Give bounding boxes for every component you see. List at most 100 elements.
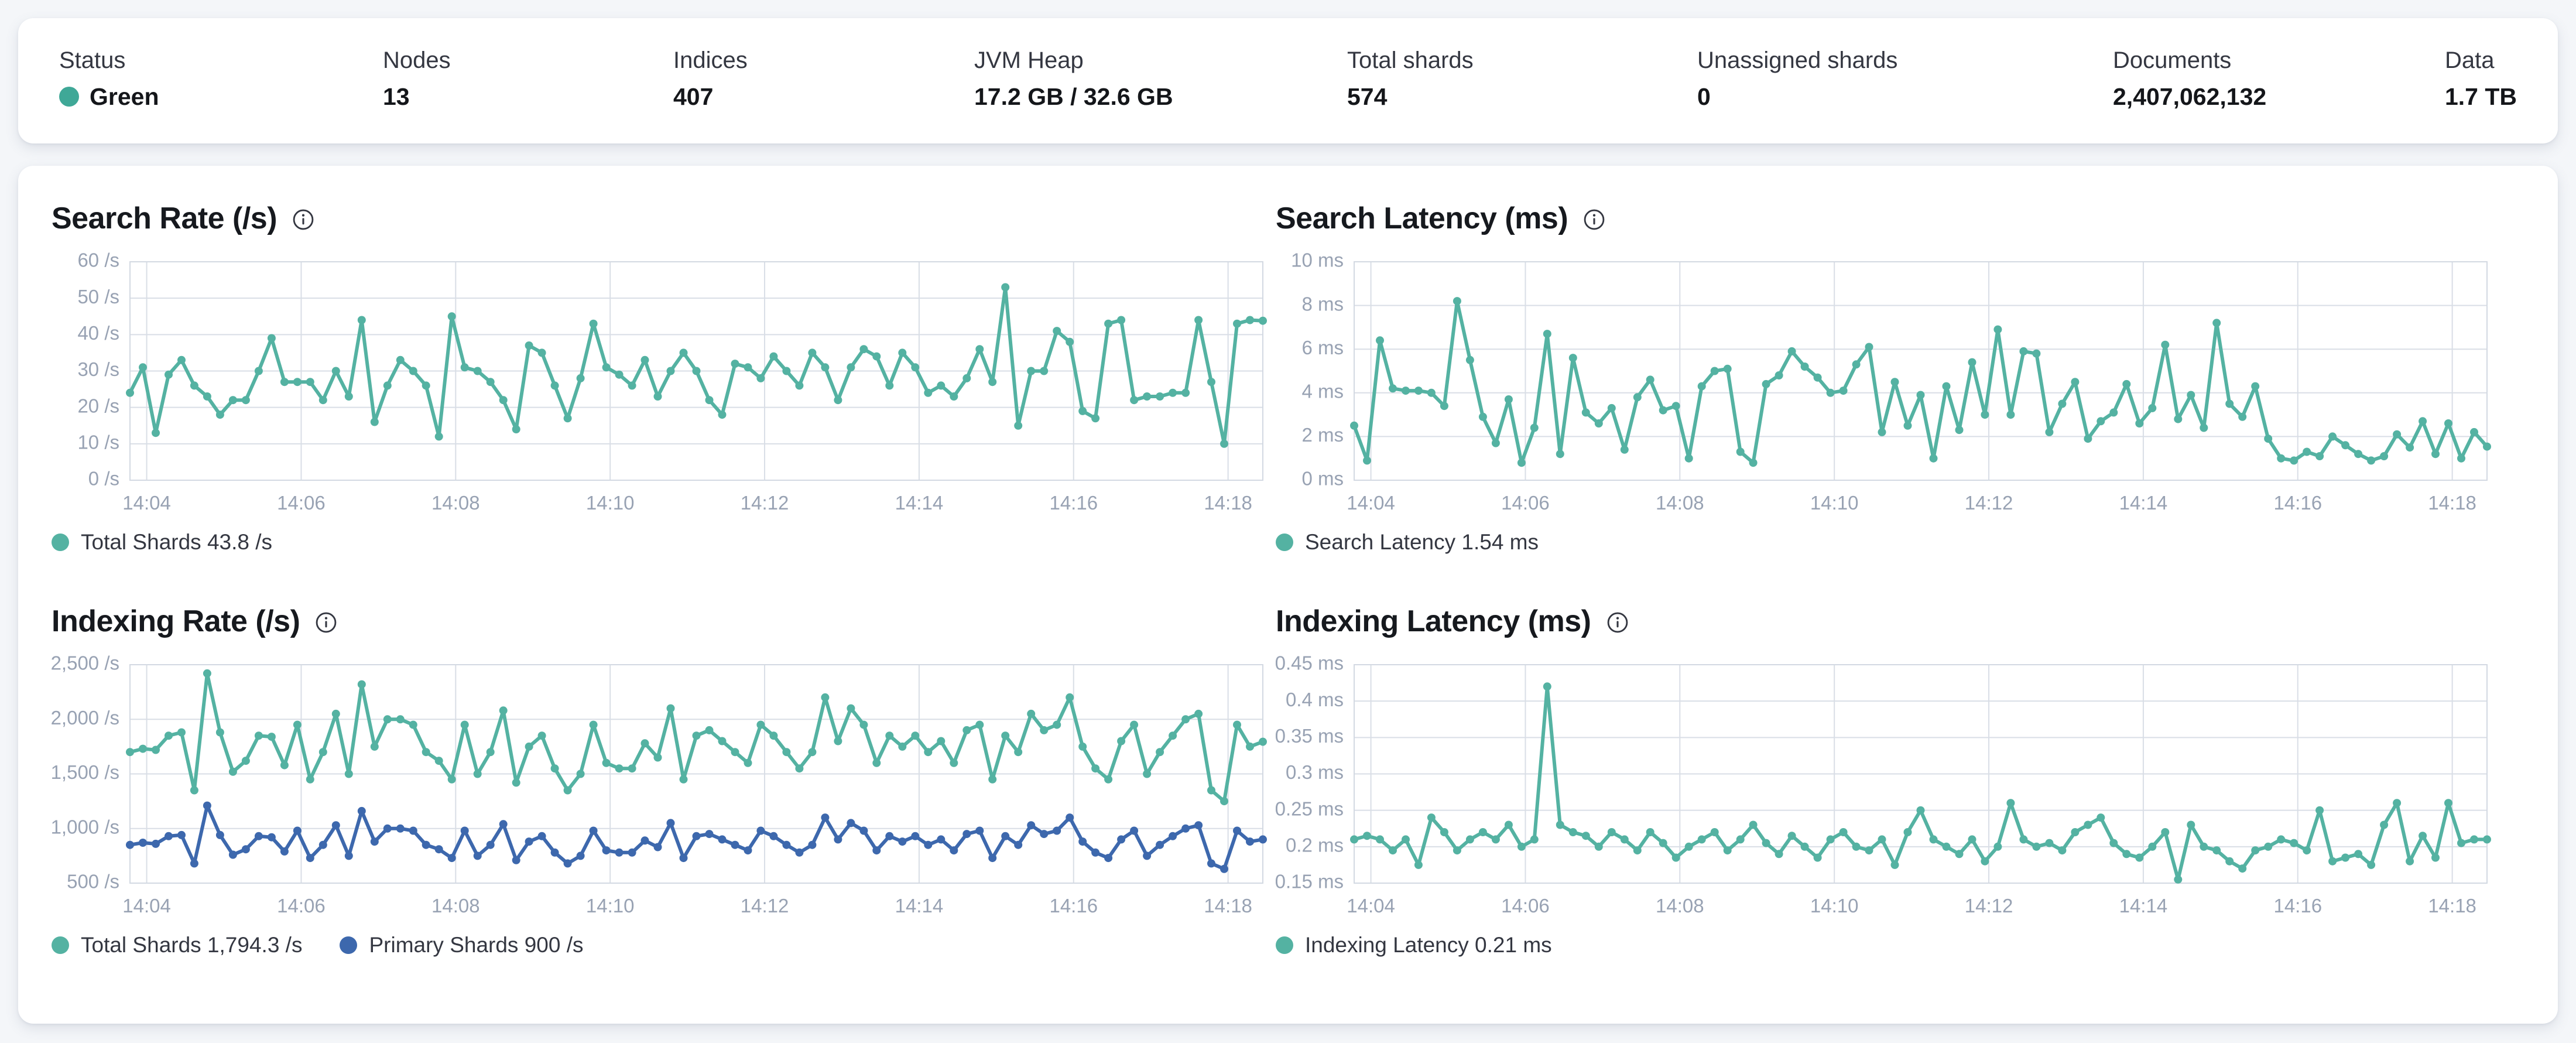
indexing-rate-chart-canvas[interactable]: 500 /s 1,000 /s 1,500 /s 2,000 /s 2,500 /s 14… — [52, 655, 1304, 927]
svg-text:14:10: 14:10 — [586, 895, 635, 917]
chart-indexing-latency: Indexing Latency (ms) 0.15 ms 0.2 ms 0.25 … — [1276, 603, 2529, 957]
stat-label: Status — [59, 47, 126, 73]
svg-text:0.35 ms: 0.35 ms — [1276, 725, 1344, 747]
stat-label: JVM Heap — [974, 47, 1084, 73]
chart-title: Search Rate (/s) — [52, 201, 278, 235]
chart-title-row: Indexing Latency (ms) — [1276, 603, 2529, 640]
stat-label: Nodes — [383, 47, 451, 73]
svg-text:14:14: 14:14 — [2119, 895, 2168, 917]
chart-title: Indexing Rate (/s) — [52, 604, 300, 638]
svg-text:0.45 ms: 0.45 ms — [1276, 655, 1344, 674]
svg-text:0 ms: 0 ms — [1301, 468, 1344, 490]
svg-text:0.25 ms: 0.25 ms — [1276, 798, 1344, 819]
legend-label: Search Latency 1.54 ms — [1305, 530, 1539, 554]
stat-value: 17.2 GB / 32.6 GB — [974, 83, 1173, 110]
svg-text:2,000 /s: 2,000 /s — [52, 707, 119, 729]
chart-search-rate: Search Rate (/s) 0 /s 10 /s 20 /s 30 /s 40 /… — [52, 200, 1304, 555]
svg-text:2,500 /s: 2,500 /s — [52, 655, 119, 674]
stat-value: 1.7 TB — [2444, 83, 2517, 110]
svg-text:14:16: 14:16 — [1049, 895, 1098, 917]
stat-label: Documents — [2113, 47, 2232, 73]
chart-search-latency: Search Latency (ms) 0 ms 2 ms 4 ms 6 ms 8 ms… — [1276, 200, 2529, 555]
svg-text:60 /s: 60 /s — [77, 252, 119, 271]
svg-text:14:14: 14:14 — [895, 895, 944, 917]
status-text: Green — [90, 83, 159, 110]
stat-value: 407 — [673, 83, 714, 110]
legend-label: Total Shards 43.8 /s — [81, 530, 273, 554]
svg-text:8 ms: 8 ms — [1301, 293, 1344, 314]
svg-text:10 /s: 10 /s — [77, 432, 119, 453]
svg-text:40 /s: 40 /s — [77, 322, 119, 344]
svg-text:14:12: 14:12 — [1965, 895, 2013, 917]
legend-dot — [52, 534, 69, 551]
search-latency-chart-canvas[interactable]: 0 ms 2 ms 4 ms 6 ms 8 ms 10 ms 14:04 14:06 14:08… — [1276, 252, 2529, 524]
svg-text:14:12: 14:12 — [1965, 492, 2013, 514]
legend-label: Primary Shards 900 /s — [369, 933, 584, 957]
svg-text:14:18: 14:18 — [2428, 895, 2476, 917]
svg-text:50 /s: 50 /s — [77, 286, 119, 307]
svg-text:14:06: 14:06 — [1501, 895, 1550, 917]
svg-text:0.2 ms: 0.2 ms — [1286, 835, 1344, 856]
info-icon[interactable] — [315, 611, 337, 634]
svg-text:4 ms: 4 ms — [1301, 381, 1344, 402]
chart-legend: Total Shards 43.8 /s — [52, 530, 1304, 555]
stat-value: Green — [59, 83, 159, 111]
info-icon[interactable] — [292, 208, 314, 231]
svg-text:0.15 ms: 0.15 ms — [1276, 871, 1344, 892]
svg-text:14:10: 14:10 — [586, 492, 635, 514]
cluster-overview-card: Status Green Nodes 13 Indices 407 JVM He… — [18, 18, 2558, 143]
svg-text:14:04: 14:04 — [122, 492, 171, 514]
chart-title: Search Latency (ms) — [1276, 201, 1568, 235]
svg-text:14:08: 14:08 — [1656, 492, 1704, 514]
legend-label: Indexing Latency 0.21 ms — [1305, 933, 1552, 957]
svg-text:14:08: 14:08 — [431, 895, 480, 917]
svg-text:14:06: 14:06 — [1501, 492, 1550, 514]
svg-text:0.3 ms: 0.3 ms — [1286, 761, 1344, 783]
svg-text:14:08: 14:08 — [1656, 895, 1704, 917]
legend-item: Primary Shards 900 /s — [340, 933, 584, 957]
svg-text:14:18: 14:18 — [2428, 492, 2476, 514]
search-rate-chart-canvas[interactable]: 0 /s 10 /s 20 /s 30 /s 40 /s 50 /s 60 /s 14:04 1… — [52, 252, 1304, 524]
legend-item: Indexing Latency 0.21 ms — [1276, 933, 1552, 957]
svg-text:14:12: 14:12 — [741, 492, 789, 514]
indexing-latency-chart-canvas[interactable]: 0.15 ms 0.2 ms 0.25 ms 0.3 ms 0.35 ms 0.4 ms 0… — [1276, 655, 2529, 927]
legend-item: Search Latency 1.54 ms — [1276, 530, 1539, 555]
stat-value: 0 — [1697, 83, 1711, 110]
svg-text:14:04: 14:04 — [122, 895, 171, 917]
stat-label: Indices — [673, 47, 748, 73]
svg-text:14:16: 14:16 — [2273, 492, 2322, 514]
svg-text:14:06: 14:06 — [277, 492, 326, 514]
svg-text:14:06: 14:06 — [277, 895, 326, 917]
svg-text:14:04: 14:04 — [1347, 895, 1395, 917]
chart-legend: Total Shards 1,794.3 /s Primary Shards 90… — [52, 933, 1304, 957]
svg-text:500 /s: 500 /s — [67, 871, 119, 892]
stat-label: Unassigned shards — [1697, 47, 1898, 73]
chart-title: Indexing Latency (ms) — [1276, 604, 1591, 638]
svg-text:14:08: 14:08 — [431, 492, 480, 514]
svg-text:30 /s: 30 /s — [77, 358, 119, 380]
chart-title-row: Indexing Rate (/s) — [52, 603, 1304, 640]
legend-dot — [1276, 534, 1293, 551]
info-icon[interactable] — [1606, 611, 1629, 634]
svg-text:6 ms: 6 ms — [1301, 337, 1344, 358]
legend-item: Total Shards 1,794.3 /s — [52, 933, 302, 957]
stat-status: Status Green — [59, 46, 159, 111]
svg-text:14:10: 14:10 — [1810, 492, 1859, 514]
stat-value: 13 — [383, 83, 410, 110]
svg-text:14:10: 14:10 — [1810, 895, 1859, 917]
stat-data: Data 1.7 TB — [2445, 46, 2517, 111]
legend-item: Total Shards 43.8 /s — [52, 530, 272, 555]
stat-label: Data — [2444, 47, 2495, 73]
stat-nodes: Nodes 13 — [383, 46, 451, 111]
stat-jvm-heap: JVM Heap 17.2 GB / 32.6 GB — [974, 46, 1173, 111]
svg-text:14:14: 14:14 — [2119, 492, 2168, 514]
info-icon[interactable] — [1583, 208, 1605, 231]
svg-text:0.4 ms: 0.4 ms — [1286, 689, 1344, 710]
chart-title-row: Search Latency (ms) — [1276, 200, 2529, 237]
svg-text:20 /s: 20 /s — [77, 395, 119, 416]
svg-text:14:14: 14:14 — [895, 492, 944, 514]
metrics-charts-card: Search Rate (/s) 0 /s 10 /s 20 /s 30 /s 40 /… — [18, 166, 2558, 1024]
chart-title-row: Search Rate (/s) — [52, 200, 1304, 237]
svg-text:14:16: 14:16 — [1049, 492, 1098, 514]
status-dot — [59, 87, 79, 107]
